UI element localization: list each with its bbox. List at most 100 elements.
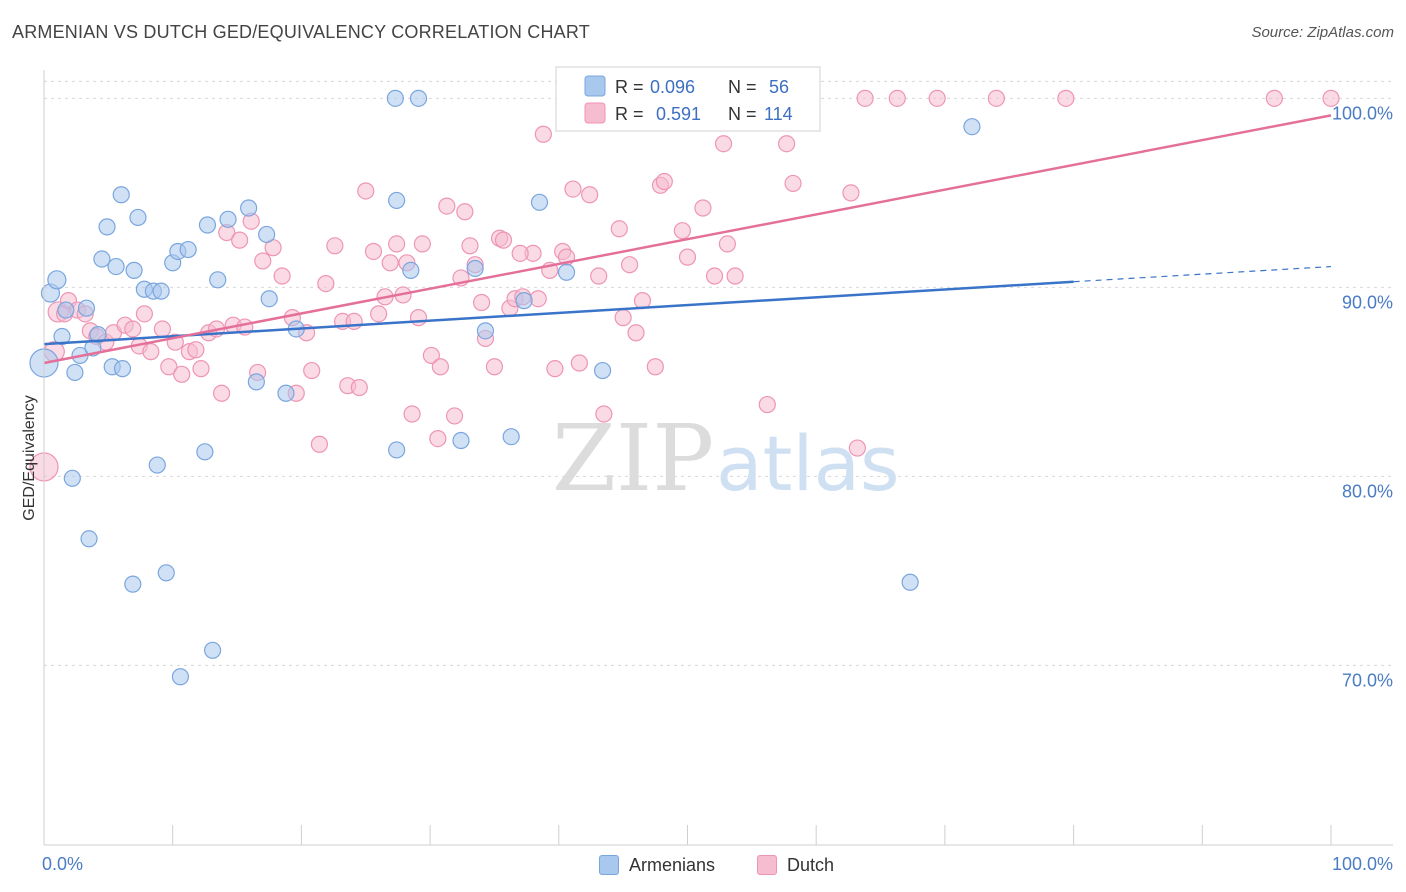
armenian-point-46 <box>452 431 470 450</box>
dutch-point-51 <box>388 235 406 253</box>
armenian-point-12 <box>93 250 111 268</box>
legend-dutch-n-label: N = <box>728 104 757 124</box>
y-axis-label: GED/Equivalency <box>21 395 38 520</box>
dutch-point-15 <box>142 343 160 361</box>
dutch-point-110 <box>1057 89 1075 107</box>
armenian-point-25 <box>157 564 175 582</box>
dutch-point-104 <box>842 184 860 202</box>
armenians-swatch <box>599 855 619 875</box>
armenian-point-35 <box>240 199 258 217</box>
tick-labels: 100.0% 90.0% 80.0% 70.0% 0.0% 100.0% <box>42 103 1393 874</box>
dutch-point-61 <box>445 407 464 425</box>
trend-layer <box>43 114 1332 365</box>
dutch-point-46 <box>357 182 375 200</box>
dutch-point-102 <box>777 135 796 153</box>
armenian-point-49 <box>515 292 533 310</box>
armenian-point-43 <box>388 441 406 459</box>
dutch-point-88 <box>620 256 639 274</box>
dutch-point-68 <box>485 358 504 376</box>
dutch-point-95 <box>678 248 697 266</box>
y-tick-label-1: 90.0% <box>1342 292 1393 312</box>
armenian-point-41 <box>386 89 404 107</box>
dutch-point-113 <box>511 244 529 262</box>
legend-item-armenians[interactable]: Armenians <box>599 852 715 878</box>
armenian-point-42 <box>388 191 406 210</box>
dutch-point-47 <box>364 242 383 261</box>
dutch-point-90 <box>633 292 652 310</box>
armenian-point-15 <box>107 257 125 276</box>
legend-armenians-n-label: N = <box>728 77 757 97</box>
dutch-point-83 <box>581 186 599 204</box>
armenian-point-24 <box>152 282 170 300</box>
dutch-point-89 <box>627 324 645 342</box>
dutch-point-28 <box>231 231 249 249</box>
legend-dutch-n-value: 114 <box>764 104 793 124</box>
armenian-point-8 <box>77 299 96 317</box>
dutch-point-84 <box>590 267 608 285</box>
dutch-point-50 <box>381 254 399 272</box>
dutch-point-44 <box>345 312 363 331</box>
dutch-point-85 <box>595 405 613 423</box>
dutch-point-54 <box>403 405 421 423</box>
armenian-point-29 <box>179 240 197 259</box>
armenian-point-39 <box>277 384 295 402</box>
dutch-point-48 <box>370 305 388 323</box>
armenian-point-33 <box>209 271 227 289</box>
dutch-point-106 <box>856 89 874 107</box>
dutch-point-60 <box>438 197 456 215</box>
legend-box: R = 0.096 N = 56 R = 0.591 N = 114 <box>555 66 821 132</box>
armenian-point-19 <box>125 261 143 279</box>
dutch-point-82 <box>570 354 588 372</box>
dutch-point-93 <box>655 172 673 191</box>
dutch-point-101 <box>758 395 776 414</box>
armenian-point-16 <box>113 360 132 378</box>
dutch-point-45 <box>350 378 368 397</box>
dutch-point-56 <box>413 235 431 253</box>
dutch-point-66 <box>472 293 491 312</box>
armenian-point-31 <box>198 216 217 234</box>
legend-armenians-r-label: R = <box>615 77 644 97</box>
armenian-point-4 <box>57 301 75 319</box>
watermark-zip: ZIP <box>552 405 714 512</box>
armenian-point-36 <box>247 373 265 391</box>
armenian-point-2 <box>47 270 67 290</box>
armenian-point-48 <box>476 322 495 340</box>
x-tick-label-1: 100.0% <box>1332 854 1393 874</box>
dutch-point-76 <box>534 125 552 143</box>
bottom-legend: Armenians Dutch <box>0 852 1406 878</box>
dutch-point-16 <box>153 320 172 338</box>
armenian-point-28 <box>171 668 190 686</box>
dutch-point-112 <box>1322 89 1340 107</box>
dutch-point-25 <box>213 384 231 402</box>
dutch-point-94 <box>673 222 691 240</box>
dutch-point-87 <box>614 309 632 327</box>
dutch-point-19 <box>173 365 191 383</box>
armenians-label: Armenians <box>629 854 716 875</box>
armenian-point-18 <box>124 575 142 593</box>
armenian-point-3 <box>53 327 71 346</box>
armenian-point-17 <box>112 186 130 204</box>
dutch-point-75 <box>529 290 547 308</box>
dutch-point-32 <box>254 252 272 270</box>
armenian-point-23 <box>148 456 166 474</box>
grid-layer <box>44 80 1393 666</box>
dutch-point-97 <box>705 267 724 285</box>
legend-dutch-swatch <box>584 102 606 124</box>
y-tick-label-0: 100.0% <box>1332 103 1393 123</box>
dutch-point-14 <box>135 305 153 323</box>
dutch-swatch <box>757 855 777 875</box>
legend-item-dutch[interactable]: Dutch <box>757 852 834 878</box>
legend-armenians-r-value: 0.096 <box>650 77 695 97</box>
armenian-point-55 <box>963 118 981 136</box>
armenian-point-52 <box>557 263 576 281</box>
dutch-point-21 <box>187 341 205 359</box>
armenian-point-13 <box>98 218 116 236</box>
armenian-point-44 <box>402 261 420 279</box>
dutch-label: Dutch <box>787 854 835 875</box>
dutch-point-96 <box>694 199 712 217</box>
armenians-trend-line <box>43 280 1074 346</box>
chart-title: ARMENIAN VS DUTCH GED/EQUIVALENCY CORREL… <box>12 22 590 42</box>
armenian-point-34 <box>219 210 237 228</box>
dutch-point-38 <box>303 361 321 380</box>
armenian-point-54 <box>901 573 919 591</box>
